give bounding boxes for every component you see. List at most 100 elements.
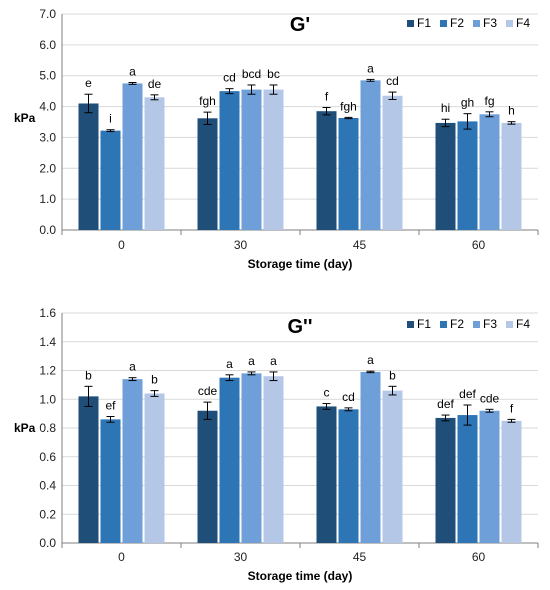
bar-f1-day-45 <box>316 111 337 230</box>
x-tick-label: 45 <box>353 238 367 252</box>
bar-f2-day-30 <box>219 377 240 543</box>
bar-f4-day-60 <box>501 122 522 230</box>
significance-label: fgh <box>199 94 216 108</box>
bar-f4-day-0 <box>144 393 165 543</box>
bar-f2-day-0 <box>100 130 121 230</box>
x-axis-label: Storage time (day) <box>248 569 353 583</box>
legend-swatch-f1 <box>407 321 414 328</box>
y-tick-label: 0.0 <box>39 536 56 550</box>
legend-swatch-f4 <box>506 20 513 27</box>
y-tick-label: 7.0 <box>39 7 56 21</box>
legend-label-f4: F4 <box>516 16 530 30</box>
legend-label-f2: F2 <box>450 317 464 331</box>
bar-f2-day-45 <box>338 409 359 543</box>
legend-label-f3: F3 <box>483 317 497 331</box>
legend-label-f3: F3 <box>483 16 497 30</box>
chart-title: G'' <box>287 316 312 338</box>
significance-label: a <box>367 353 374 367</box>
significance-label: b <box>389 368 396 382</box>
significance-label: cd <box>386 74 399 88</box>
bar-f1-day-0 <box>78 103 99 230</box>
bar-f2-day-0 <box>100 419 121 543</box>
x-tick-label: 0 <box>118 550 125 564</box>
y-tick-label: 0.2 <box>39 507 56 521</box>
y-tick-label: 1.4 <box>39 335 56 349</box>
bar-f3-day-30 <box>241 373 262 543</box>
bar-f1-day-60 <box>435 122 456 230</box>
bar-f3-day-0 <box>122 83 143 230</box>
legend-swatch-f3 <box>473 20 480 27</box>
y-tick-label: 2.0 <box>39 161 56 175</box>
y-tick-label: 3.0 <box>39 130 56 144</box>
significance-label: a <box>129 65 136 79</box>
significance-label: a <box>248 354 255 368</box>
y-axis-label: kPa <box>14 111 36 125</box>
significance-label: ef <box>105 399 116 413</box>
significance-label: b <box>85 368 92 382</box>
bar-f4-day-45 <box>382 390 403 543</box>
bar-f1-day-0 <box>78 396 99 543</box>
bar-f3-day-60 <box>479 410 500 543</box>
x-tick-label: 45 <box>353 550 367 564</box>
legend-swatch-f4 <box>506 321 513 328</box>
bar-f2-day-30 <box>219 91 240 231</box>
legend-label-f2: F2 <box>450 16 464 30</box>
y-tick-label: 4.0 <box>39 100 56 114</box>
legend-swatch-f2 <box>440 20 447 27</box>
significance-label: fg <box>484 94 494 108</box>
significance-label: bc <box>267 67 280 81</box>
significance-label: b <box>151 373 158 387</box>
bar-f3-day-45 <box>360 80 381 230</box>
bar-f1-day-60 <box>435 417 456 543</box>
bar-f1-day-45 <box>316 406 337 543</box>
significance-label: cde <box>198 384 218 398</box>
bar-f1-day-30 <box>197 118 218 230</box>
significance-label: a <box>129 360 136 374</box>
significance-label: f <box>325 89 329 103</box>
legend-swatch-f3 <box>473 321 480 328</box>
significance-label: i <box>109 112 112 126</box>
legend-label-f1: F1 <box>417 317 431 331</box>
significance-label: cde <box>480 391 500 405</box>
y-tick-label: 0.6 <box>39 450 56 464</box>
bar-f2-day-60 <box>457 415 478 543</box>
significance-label: gh <box>461 96 474 110</box>
significance-label: c <box>324 386 330 400</box>
x-tick-label: 30 <box>234 238 248 252</box>
y-tick-label: 1.2 <box>39 364 56 378</box>
bar-f3-day-45 <box>360 371 381 543</box>
significance-label: a <box>226 357 233 371</box>
y-tick-label: 0.4 <box>39 479 56 493</box>
bar-f4-day-45 <box>382 95 403 231</box>
x-tick-label: 30 <box>234 550 248 564</box>
x-tick-label: 0 <box>118 238 125 252</box>
bar-f2-day-60 <box>457 121 478 230</box>
significance-label: h <box>508 104 515 118</box>
bar-f4-day-30 <box>263 376 284 543</box>
significance-label: def <box>437 397 454 411</box>
y-tick-label: 0.0 <box>39 223 56 237</box>
significance-label: fgh <box>340 99 357 113</box>
x-axis-label: Storage time (day) <box>248 257 353 271</box>
legend-swatch-f1 <box>407 20 414 27</box>
significance-label: a <box>270 354 277 368</box>
significance-label: e <box>85 76 92 90</box>
bar-f4-day-60 <box>501 420 522 543</box>
y-tick-label: 1.0 <box>39 192 56 206</box>
bar-f4-day-0 <box>144 97 165 230</box>
legend-swatch-f2 <box>440 321 447 328</box>
significance-label: a <box>367 61 374 75</box>
significance-label: f <box>510 401 514 415</box>
y-tick-label: 0.8 <box>39 421 56 435</box>
chart-title: G' <box>290 14 310 36</box>
significance-label: def <box>459 387 476 401</box>
bar-f3-day-60 <box>479 114 500 230</box>
significance-label: de <box>148 77 162 91</box>
legend-label-f4: F4 <box>516 317 530 331</box>
significance-label: cd <box>342 390 355 404</box>
bar-f1-day-30 <box>197 410 218 543</box>
x-tick-label: 60 <box>472 550 486 564</box>
